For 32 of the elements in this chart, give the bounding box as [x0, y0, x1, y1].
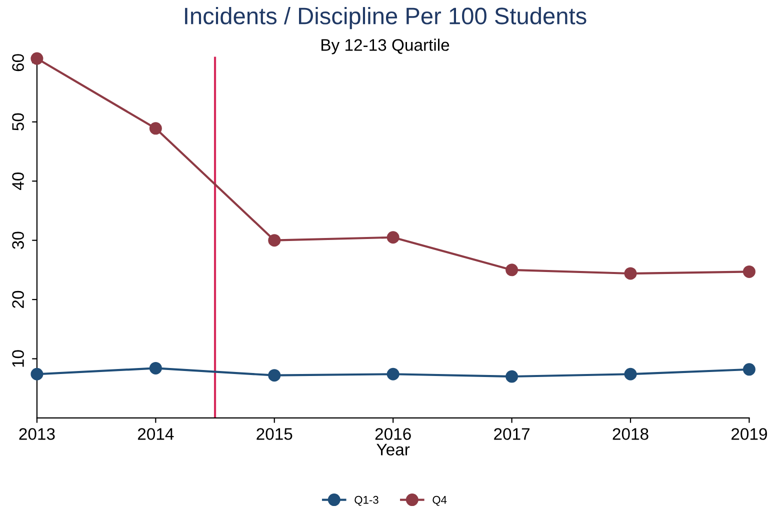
- legend-label: Q1-3: [354, 496, 378, 506]
- legend-label: Q4: [432, 496, 447, 506]
- y-tick-label: 40: [12, 172, 24, 190]
- point: [742, 265, 756, 278]
- point: [506, 370, 518, 383]
- point: [149, 362, 162, 374]
- point: [624, 368, 637, 380]
- point: [268, 234, 281, 247]
- x-tick-label: 2017: [494, 428, 530, 440]
- point: [506, 264, 518, 276]
- y-tick-label: 10: [12, 350, 24, 367]
- y-tick-label: 20: [12, 290, 24, 308]
- point: [386, 368, 400, 380]
- x-tick-label: 2013: [19, 428, 55, 440]
- x-axis-title: Year: [376, 444, 410, 456]
- x-tick-label: 2019: [732, 428, 767, 440]
- point: [268, 369, 281, 382]
- y-tick-label: 60: [12, 54, 24, 72]
- point: [624, 267, 637, 280]
- x-tick-label: 2016: [375, 428, 411, 440]
- point: [30, 52, 44, 65]
- point: [149, 122, 162, 135]
- x-tick-label: 2014: [138, 428, 174, 440]
- chart-subtitle: By 12-13 Quartile: [322, 38, 450, 54]
- y-tick-label: 50: [12, 113, 24, 130]
- chart-title: Incidents / Discipline Per 100 Students: [185, 7, 586, 30]
- point: [742, 363, 756, 376]
- y-tick-label: 30: [12, 232, 24, 249]
- point: [30, 368, 44, 380]
- x-tick-label: 2015: [256, 428, 292, 440]
- point: [386, 231, 400, 244]
- x-tick-label: 2018: [612, 428, 648, 440]
